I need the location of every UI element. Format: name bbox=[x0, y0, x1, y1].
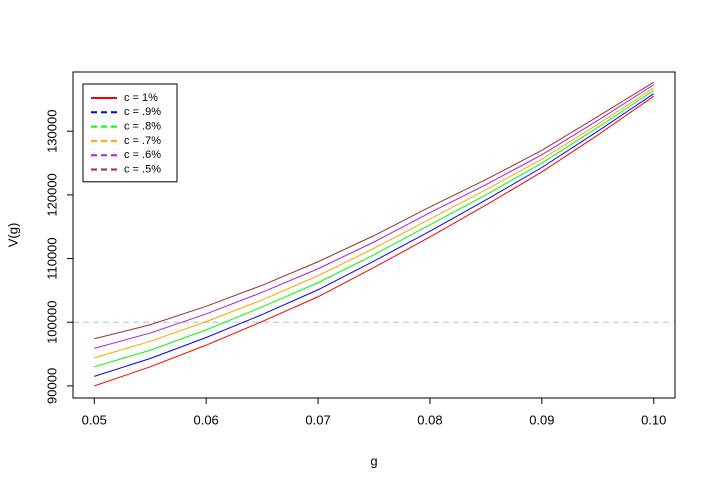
series-line bbox=[94, 84, 655, 349]
legend-label: c = .6% bbox=[124, 149, 161, 161]
legend-label: c = .5% bbox=[124, 163, 161, 175]
y-tick-label: 100000 bbox=[44, 301, 59, 344]
y-tick-label: 110000 bbox=[44, 237, 59, 279]
x-tick-label: 0.05 bbox=[82, 412, 107, 427]
x-tick-label: 0.10 bbox=[641, 412, 666, 427]
x-tick-label: 0.06 bbox=[193, 412, 218, 427]
x-tick-label: 0.07 bbox=[305, 412, 330, 427]
legend-label: c = .8% bbox=[124, 121, 161, 133]
legend-label: c = .7% bbox=[124, 135, 161, 147]
legend-box bbox=[82, 83, 178, 183]
x-tick-label: 0.08 bbox=[417, 412, 442, 427]
x-axis-label: g bbox=[370, 453, 377, 468]
y-tick-label: 130000 bbox=[44, 110, 59, 153]
legend-label: c = 1% bbox=[124, 92, 158, 104]
series-line bbox=[94, 93, 655, 377]
legend-label: c = .9% bbox=[124, 106, 161, 118]
series-line bbox=[94, 90, 655, 368]
series-line bbox=[94, 87, 655, 359]
series-line bbox=[94, 95, 655, 387]
series-line bbox=[94, 81, 655, 340]
y-axis-label: V(g) bbox=[5, 223, 20, 248]
x-tick-label: 0.09 bbox=[529, 412, 554, 427]
y-tick-label: 120000 bbox=[44, 173, 59, 216]
y-tick-label: 90000 bbox=[44, 368, 59, 404]
plot-frame bbox=[72, 71, 676, 399]
